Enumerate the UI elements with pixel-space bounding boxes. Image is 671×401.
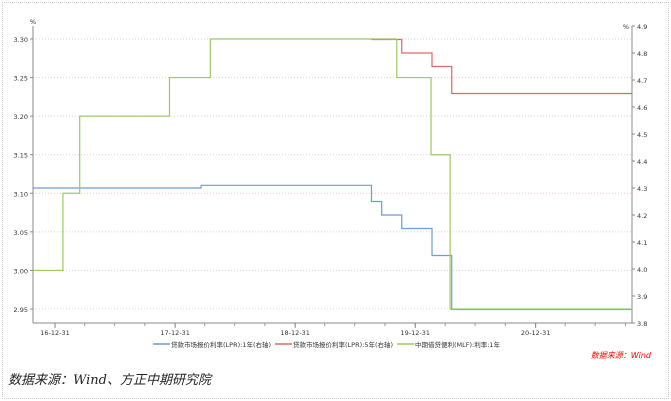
left-tick-label: 3.00 (14, 267, 28, 275)
x-tick-label: 19-12-31 (400, 329, 430, 337)
legend-label-2: 贷款市场报价利率(LPR):5年(右轴) (293, 340, 393, 349)
left-tick-label: 3.10 (14, 190, 28, 198)
left-tick-label: 3.25 (14, 75, 28, 83)
right-tick-label: 4.7 (637, 77, 647, 85)
x-tick-label: 16-12-31 (40, 329, 70, 337)
right-tick-label: 4.0 (637, 266, 647, 274)
legend-label-1: 贷款市场报价利率(LPR):1年(右轴) (171, 340, 271, 349)
right-tick-label: 4.5 (637, 131, 647, 139)
chart-source-note: 数据来源：Wind (591, 351, 652, 360)
left-tick-label: 3.30 (14, 36, 28, 44)
series-line-2 (371, 38, 632, 95)
chart: 3.30 3.25 3.20 3.15 3.10 3.05 3.00 2.95 4.9 4.8 4.… (14, 18, 652, 360)
x-tick-label: 20-12-31 (521, 329, 551, 337)
right-tick-label: 4.4 (637, 158, 647, 166)
right-tick-label: 4.3 (637, 185, 647, 193)
series-line-1 (33, 184, 632, 311)
x-tick-label: 17-12-31 (160, 329, 190, 337)
right-axis-unit: % (623, 23, 629, 31)
x-tick-label: 18-12-31 (280, 329, 310, 337)
right-tick-label: 4.2 (637, 212, 647, 220)
right-tick-label: 4.1 (637, 239, 647, 247)
left-tick-label: 3.05 (14, 229, 28, 237)
right-tick-label: 4.6 (637, 104, 647, 112)
left-tick-label: 3.20 (14, 113, 28, 121)
right-tick-label: 3.9 (637, 293, 647, 301)
series-line-3 (33, 38, 632, 310)
legend-label-3: 中期借贷便利(MLF):利率:1年 (415, 340, 501, 349)
figure-caption: 数据来源：Wind、方正中期研究院 (8, 373, 211, 388)
left-tick-label: 2.95 (14, 306, 28, 314)
right-tick-label: 3.8 (637, 320, 647, 328)
right-tick-label: 4.8 (637, 50, 647, 58)
left-axis-unit: % (30, 18, 36, 26)
right-tick-label: 4.9 (637, 23, 647, 31)
left-tick-label: 3.15 (14, 152, 28, 160)
